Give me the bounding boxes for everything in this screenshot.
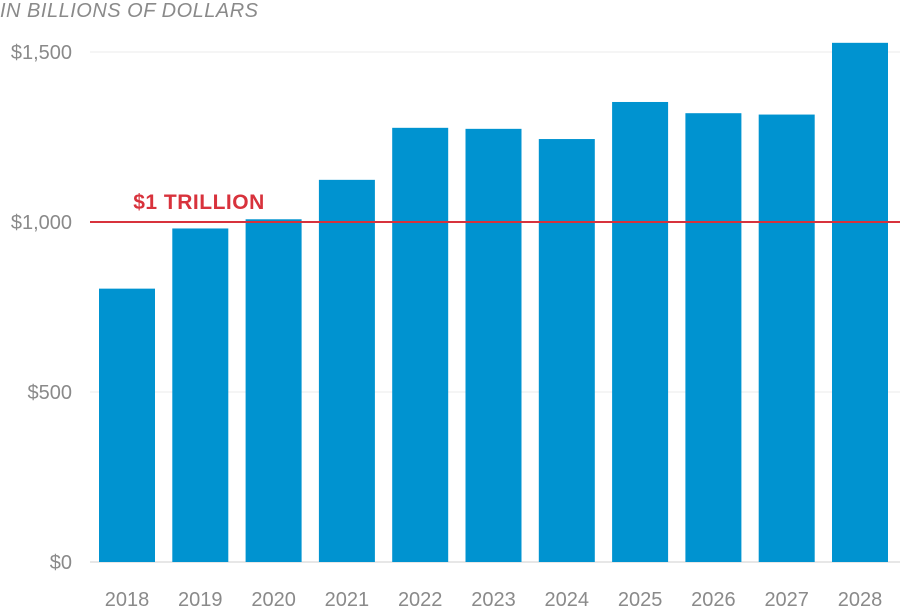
x-tick-label: 2021 bbox=[325, 589, 370, 608]
bar-2027 bbox=[758, 114, 815, 562]
bar-2021 bbox=[318, 179, 375, 562]
x-axis-ticks: 2018 2019 2020 2021 2022 2023 2024 2025 2026 2027… bbox=[105, 589, 883, 608]
reference-line-label: $1 TRILLION bbox=[133, 191, 265, 214]
x-tick-label: 2028 bbox=[838, 589, 883, 608]
bar-2026 bbox=[685, 113, 742, 562]
x-tick-label: 2023 bbox=[471, 589, 516, 608]
bar-2018 bbox=[99, 288, 155, 562]
x-tick-label: 2022 bbox=[398, 589, 443, 608]
bar-2023 bbox=[465, 128, 522, 562]
x-tick-label: 2027 bbox=[764, 589, 809, 608]
bar-2028 bbox=[832, 42, 888, 562]
y-axis-ticks: $0 $500 $1,000 $1,500 bbox=[11, 42, 72, 574]
reference-line-group: $1 TRILLION bbox=[90, 191, 900, 223]
bar-2022 bbox=[392, 127, 449, 562]
y-tick-label: $1,000 bbox=[11, 212, 72, 234]
y-tick-label: $1,500 bbox=[11, 42, 72, 64]
x-tick-label: 2026 bbox=[691, 589, 736, 608]
bar-2025 bbox=[612, 101, 669, 562]
bar-2024 bbox=[538, 139, 595, 563]
x-tick-label: 2025 bbox=[618, 589, 663, 608]
bars bbox=[99, 42, 888, 563]
y-tick-label: $0 bbox=[50, 552, 72, 574]
bar-2020 bbox=[245, 219, 302, 562]
x-tick-label: 2020 bbox=[251, 589, 296, 608]
x-tick-label: 2024 bbox=[545, 589, 590, 608]
x-tick-label: 2019 bbox=[178, 589, 223, 608]
chart-subtitle: IN BILLIONS OF DOLLARS bbox=[0, 0, 259, 22]
y-tick-label: $500 bbox=[28, 382, 73, 404]
bar-2019 bbox=[172, 228, 229, 562]
x-tick-label: 2018 bbox=[105, 589, 150, 608]
